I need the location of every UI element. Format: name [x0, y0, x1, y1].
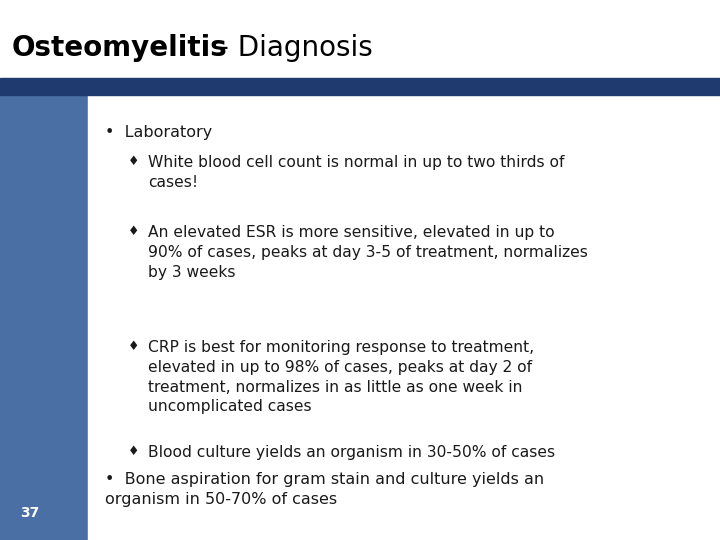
Bar: [88, 80, 720, 540]
Text: Blood culture yields an organism in 30-50% of cases: Blood culture yields an organism in 30-5…: [148, 445, 555, 460]
Text: ♦: ♦: [128, 155, 140, 168]
Text: •  Laboratory: • Laboratory: [105, 125, 212, 140]
Text: - Diagnosis: - Diagnosis: [210, 34, 373, 62]
Text: ♦: ♦: [128, 445, 140, 458]
Text: 37: 37: [20, 506, 40, 520]
Text: ♦: ♦: [128, 225, 140, 238]
Bar: [0, 78, 720, 95]
Text: An elevated ESR is more sensitive, elevated in up to
90% of cases, peaks at day : An elevated ESR is more sensitive, eleva…: [148, 225, 588, 280]
Text: White blood cell count is normal in up to two thirds of
cases!: White blood cell count is normal in up t…: [148, 155, 564, 190]
Bar: [0, 0, 720, 80]
Bar: [0, 0, 88, 540]
Text: •  Bone aspiration for gram stain and culture yields an
organism in 50-70% of ca: • Bone aspiration for gram stain and cul…: [105, 472, 544, 507]
Text: Osteomyelitis: Osteomyelitis: [12, 34, 228, 62]
Text: ♦: ♦: [128, 340, 140, 353]
Text: CRP is best for monitoring response to treatment,
elevated in up to 98% of cases: CRP is best for monitoring response to t…: [148, 340, 534, 414]
